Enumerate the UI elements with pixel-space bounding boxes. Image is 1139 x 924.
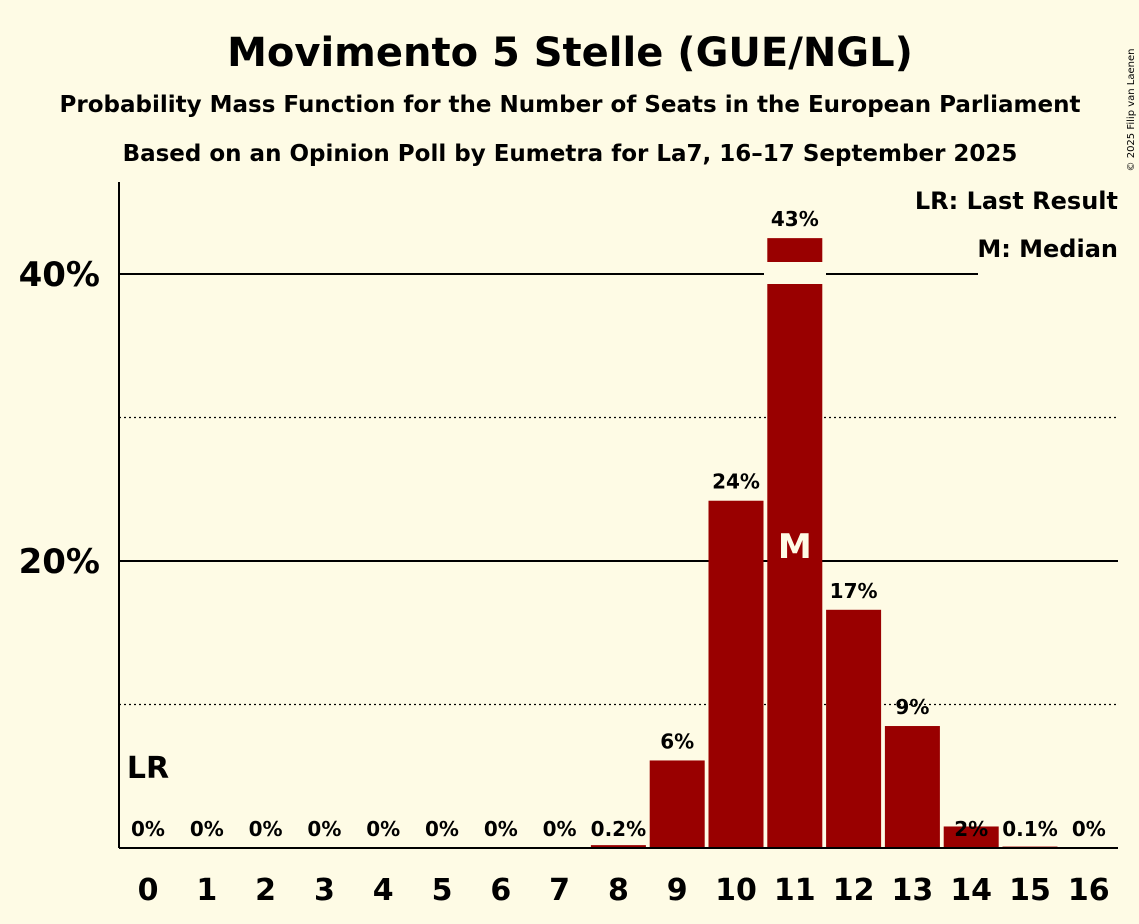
data-label: 0% bbox=[543, 817, 577, 841]
x-tick-label: 16 bbox=[1068, 873, 1110, 908]
x-tick-label: 8 bbox=[608, 873, 629, 908]
chart-title: Movimento 5 Stelle (GUE/NGL) bbox=[227, 30, 913, 76]
x-tick-label: 11 bbox=[774, 873, 816, 908]
data-label: 0% bbox=[249, 817, 283, 841]
y-axis-ticks: 20% 40% bbox=[19, 255, 100, 582]
bar-label-mask bbox=[764, 262, 826, 284]
last-result-marker: LR bbox=[127, 751, 169, 786]
data-label: 9% bbox=[895, 695, 929, 719]
x-tick-label: 6 bbox=[490, 873, 511, 908]
x-tick-label: 15 bbox=[1009, 873, 1051, 908]
data-label: 0.1% bbox=[1002, 817, 1057, 841]
y-tick-label: 20% bbox=[19, 542, 100, 582]
data-label: 17% bbox=[830, 579, 878, 603]
x-tick-label: 0 bbox=[138, 873, 159, 908]
data-label: 43% bbox=[771, 207, 819, 231]
data-label: 24% bbox=[712, 470, 760, 494]
data-labels: 0% 0% 0% 0% 0% 0% 0% 0% 0.2% 6% 24% 43% 17% 9% 2% 0.1% 0… bbox=[127, 207, 1106, 841]
x-tick-label: 10 bbox=[715, 873, 757, 908]
chart-source: Based on an Opinion Poll by Eumetra for … bbox=[123, 141, 1018, 167]
copyright: © 2025 Filip van Laenen bbox=[1126, 49, 1137, 172]
bar bbox=[826, 609, 882, 848]
bar bbox=[943, 826, 999, 848]
bar bbox=[649, 760, 705, 848]
data-label: 0% bbox=[190, 817, 224, 841]
x-axis-ticks: 0 1 2 3 4 5 6 7 8 9 10 11 12 13 14 15 16 bbox=[138, 873, 1110, 908]
x-tick-label: 14 bbox=[950, 873, 992, 908]
data-label: 0.2% bbox=[591, 817, 646, 841]
x-tick-label: 4 bbox=[373, 873, 394, 908]
legend-last-result: LR: Last Result bbox=[915, 187, 1118, 215]
x-tick-label: 12 bbox=[833, 873, 875, 908]
x-tick-label: 9 bbox=[667, 873, 688, 908]
x-tick-label: 1 bbox=[196, 873, 217, 908]
data-label: 0% bbox=[366, 817, 400, 841]
x-tick-label: 13 bbox=[892, 873, 934, 908]
y-tick-label: 40% bbox=[19, 255, 100, 295]
x-tick-label: 7 bbox=[549, 873, 570, 908]
data-label: 0% bbox=[307, 817, 341, 841]
x-tick-label: 5 bbox=[432, 873, 453, 908]
bar bbox=[884, 726, 940, 848]
legend-mask bbox=[978, 262, 1120, 284]
data-label: 6% bbox=[660, 729, 694, 753]
median-marker: M bbox=[778, 527, 812, 567]
chart-subtitle: Probability Mass Function for the Number… bbox=[60, 92, 1081, 118]
bar bbox=[767, 238, 823, 848]
data-label: 2% bbox=[954, 817, 988, 841]
x-tick-label: 3 bbox=[314, 873, 335, 908]
data-label: 0% bbox=[131, 817, 165, 841]
legend-background bbox=[764, 262, 1120, 284]
data-label: 0% bbox=[425, 817, 459, 841]
data-label: 0% bbox=[484, 817, 518, 841]
bars bbox=[590, 238, 1058, 848]
gridlines bbox=[119, 273, 1118, 706]
bar bbox=[590, 845, 646, 848]
data-label: 0% bbox=[1072, 817, 1106, 841]
x-tick-label: 2 bbox=[255, 873, 276, 908]
bar bbox=[708, 500, 764, 848]
legend-median: M: Median bbox=[977, 235, 1118, 263]
